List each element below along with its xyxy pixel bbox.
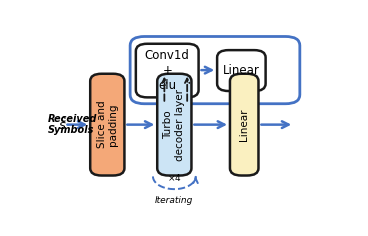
FancyBboxPatch shape bbox=[217, 50, 266, 91]
Text: $\hat{s}$: $\hat{s}$ bbox=[58, 117, 67, 133]
Text: Slice and
padding: Slice and padding bbox=[96, 101, 118, 148]
FancyBboxPatch shape bbox=[230, 74, 258, 176]
FancyBboxPatch shape bbox=[157, 74, 191, 176]
Text: Iterating: Iterating bbox=[155, 196, 194, 205]
FancyBboxPatch shape bbox=[136, 44, 199, 97]
Text: Conv1d
+
elu: Conv1d + elu bbox=[145, 49, 190, 92]
Text: Linear: Linear bbox=[223, 64, 260, 77]
FancyBboxPatch shape bbox=[90, 74, 124, 176]
Text: Turbo
decoder layer: Turbo decoder layer bbox=[163, 89, 185, 161]
Text: $\times$4: $\times$4 bbox=[167, 172, 182, 183]
Text: Received
Symbols: Received Symbols bbox=[47, 114, 97, 135]
Text: Linear: Linear bbox=[239, 108, 249, 141]
